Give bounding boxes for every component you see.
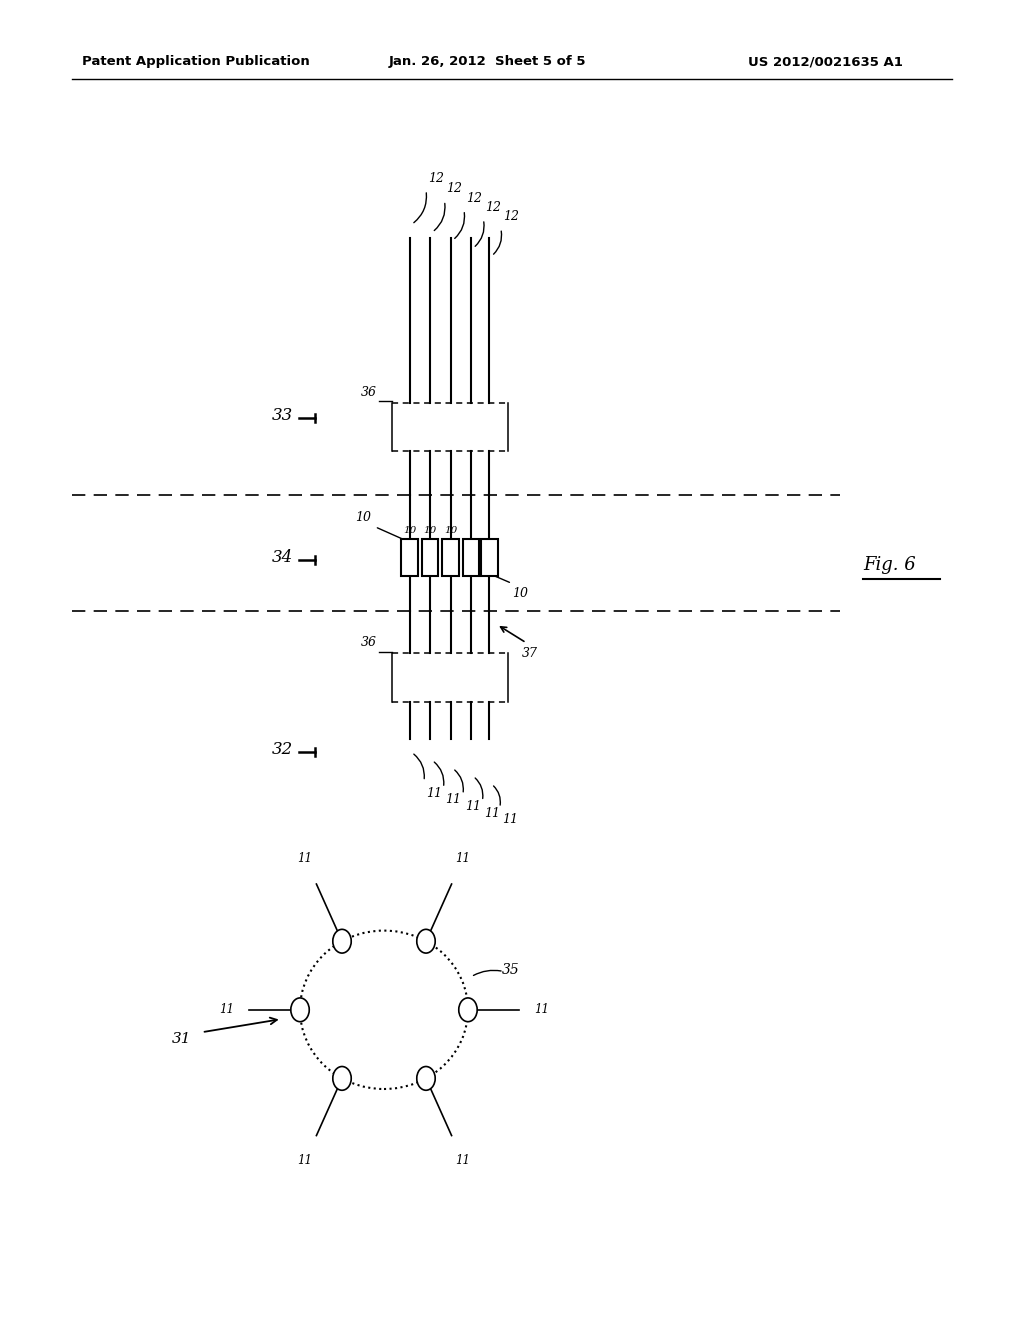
Text: 10: 10 (424, 525, 436, 535)
Text: 35: 35 (502, 964, 519, 977)
Text: US 2012/0021635 A1: US 2012/0021635 A1 (748, 55, 902, 69)
Text: 11: 11 (426, 787, 442, 800)
Circle shape (417, 929, 435, 953)
Circle shape (417, 1067, 435, 1090)
Text: 12: 12 (503, 210, 519, 223)
Text: Jan. 26, 2012  Sheet 5 of 5: Jan. 26, 2012 Sheet 5 of 5 (389, 55, 587, 69)
Text: 12: 12 (446, 182, 463, 195)
Text: 11: 11 (465, 800, 481, 813)
Text: 10: 10 (444, 525, 457, 535)
Text: 11: 11 (456, 853, 470, 866)
Text: 12: 12 (466, 191, 482, 205)
Bar (481, 539, 498, 576)
Text: 36: 36 (360, 636, 377, 649)
Bar (401, 539, 418, 576)
Text: 10: 10 (354, 511, 371, 524)
Text: 37: 37 (522, 647, 539, 660)
Text: Patent Application Publication: Patent Application Publication (82, 55, 309, 69)
Text: 12: 12 (428, 172, 444, 185)
Text: 33: 33 (271, 408, 293, 424)
Text: 34: 34 (271, 549, 293, 565)
Text: 11: 11 (456, 1154, 470, 1167)
Text: 31: 31 (172, 1032, 191, 1045)
Text: 11: 11 (298, 1154, 312, 1167)
Text: 11: 11 (535, 1003, 549, 1016)
Ellipse shape (300, 931, 468, 1089)
Circle shape (333, 1067, 351, 1090)
Circle shape (291, 998, 309, 1022)
Text: 11: 11 (219, 1003, 233, 1016)
Text: 11: 11 (502, 813, 518, 826)
Text: 10: 10 (403, 525, 416, 535)
Text: Fig. 6: Fig. 6 (863, 556, 916, 574)
Bar (442, 539, 459, 576)
Text: 11: 11 (298, 853, 312, 866)
Bar (422, 539, 438, 576)
Circle shape (459, 998, 477, 1022)
Text: 32: 32 (271, 742, 293, 758)
Bar (463, 539, 479, 576)
Text: 11: 11 (484, 807, 501, 820)
Text: 12: 12 (485, 201, 502, 214)
Text: 11: 11 (445, 793, 462, 807)
Text: 36: 36 (360, 385, 377, 399)
Text: 10: 10 (512, 587, 528, 601)
Circle shape (333, 929, 351, 953)
